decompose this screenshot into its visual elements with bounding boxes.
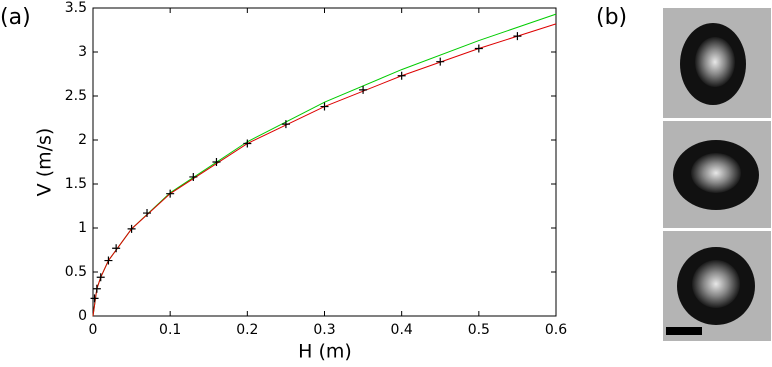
data-point xyxy=(320,102,329,111)
y-tick-label: 3 xyxy=(78,44,87,60)
data-point xyxy=(474,44,483,53)
data-point xyxy=(513,32,522,41)
droplet-highlight xyxy=(695,37,735,87)
x-tick-label: 0.1 xyxy=(159,322,181,338)
scale-bar xyxy=(666,327,702,335)
data-point xyxy=(212,158,221,166)
data-point xyxy=(397,71,406,80)
fit-line xyxy=(92,13,557,317)
x-tick-label: 0.2 xyxy=(236,322,258,338)
data-point xyxy=(112,244,121,253)
y-tick-label: 0.5 xyxy=(65,264,87,280)
droplet-highlight xyxy=(691,153,741,193)
y-tick-label: 2.5 xyxy=(65,88,87,104)
data-point xyxy=(243,139,252,148)
x-tick-label: 0 xyxy=(89,322,98,338)
data-point xyxy=(189,172,198,181)
y-tick-label: 1.5 xyxy=(65,176,87,192)
data-point xyxy=(90,294,99,303)
panel-label: (b) xyxy=(596,5,627,30)
data-point xyxy=(127,224,136,233)
data-point xyxy=(96,273,105,282)
x-tick-label: 0.5 xyxy=(468,322,490,338)
y-tick-label: 0 xyxy=(78,308,87,324)
data-point xyxy=(281,120,290,129)
data-point xyxy=(143,209,152,218)
y-tick-label: 3.5 xyxy=(65,0,87,16)
x-axis-label: H (m) xyxy=(298,341,352,363)
y-tick-label: 1 xyxy=(78,220,87,236)
droplet-highlight xyxy=(692,260,740,308)
x-tick-label: 0.4 xyxy=(391,322,413,338)
x-tick-label: 0.3 xyxy=(313,322,335,338)
data-point xyxy=(104,256,113,265)
fit-line xyxy=(92,23,557,317)
y-tick-label: 2 xyxy=(78,132,87,148)
data-point xyxy=(92,284,101,293)
panel-label: (a) xyxy=(0,5,31,30)
plot-frame xyxy=(92,7,557,317)
data-point xyxy=(359,85,368,94)
x-tick-label: 0.6 xyxy=(545,322,567,338)
droplet-images xyxy=(663,8,771,341)
data-point xyxy=(436,57,445,66)
y-axis-label: V (m/s) xyxy=(34,128,56,197)
data-point xyxy=(166,189,175,198)
